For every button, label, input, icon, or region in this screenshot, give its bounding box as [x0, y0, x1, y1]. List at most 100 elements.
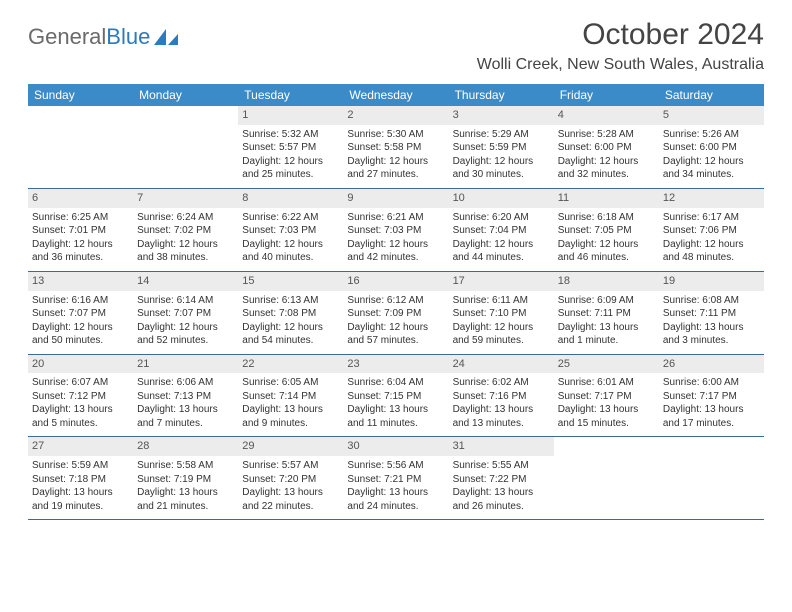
day-cell: 9Sunrise: 6:21 AMSunset: 7:03 PMDaylight… — [343, 189, 448, 271]
sunset-text: Sunset: 7:05 PM — [558, 224, 655, 238]
sunrise-text: Sunrise: 6:12 AM — [347, 294, 444, 308]
daylight-text: and 24 minutes. — [347, 500, 444, 514]
sunrise-text: Sunrise: 5:26 AM — [663, 128, 760, 142]
sunrise-text: Sunrise: 5:30 AM — [347, 128, 444, 142]
daylight-text: and 57 minutes. — [347, 334, 444, 348]
weekday-header: Monday — [133, 84, 238, 106]
day-number: 20 — [28, 355, 133, 374]
calendar-page: GeneralBlue October 2024 Wolli Creek, Ne… — [0, 0, 792, 538]
daylight-text: Daylight: 13 hours — [558, 403, 655, 417]
weekday-header: Saturday — [659, 84, 764, 106]
daylight-text: Daylight: 12 hours — [347, 155, 444, 169]
sunrise-text: Sunrise: 6:08 AM — [663, 294, 760, 308]
day-number: 11 — [554, 189, 659, 208]
sunset-text: Sunset: 7:16 PM — [453, 390, 550, 404]
day-cell: 24Sunrise: 6:02 AMSunset: 7:16 PMDayligh… — [449, 355, 554, 437]
week-row: 13Sunrise: 6:16 AMSunset: 7:07 PMDayligh… — [28, 272, 764, 355]
sunrise-text: Sunrise: 6:07 AM — [32, 376, 129, 390]
day-number: 14 — [133, 272, 238, 291]
day-number: 21 — [133, 355, 238, 374]
day-cell: 28Sunrise: 5:58 AMSunset: 7:19 PMDayligh… — [133, 437, 238, 519]
sunset-text: Sunset: 7:04 PM — [453, 224, 550, 238]
day-cell: 18Sunrise: 6:09 AMSunset: 7:11 PMDayligh… — [554, 272, 659, 354]
sunrise-text: Sunrise: 6:04 AM — [347, 376, 444, 390]
day-number: 27 — [28, 437, 133, 456]
day-number: 23 — [343, 355, 448, 374]
day-number: 4 — [554, 106, 659, 125]
week-row: 20Sunrise: 6:07 AMSunset: 7:12 PMDayligh… — [28, 355, 764, 438]
day-cell: 5Sunrise: 5:26 AMSunset: 6:00 PMDaylight… — [659, 106, 764, 188]
sunset-text: Sunset: 7:01 PM — [32, 224, 129, 238]
daylight-text: Daylight: 12 hours — [242, 321, 339, 335]
daylight-text: Daylight: 13 hours — [453, 403, 550, 417]
sunrise-text: Sunrise: 6:20 AM — [453, 211, 550, 225]
day-number: 31 — [449, 437, 554, 456]
sunrise-text: Sunrise: 6:06 AM — [137, 376, 234, 390]
sunset-text: Sunset: 7:15 PM — [347, 390, 444, 404]
daylight-text: Daylight: 12 hours — [242, 155, 339, 169]
day-cell: 29Sunrise: 5:57 AMSunset: 7:20 PMDayligh… — [238, 437, 343, 519]
daylight-text: Daylight: 13 hours — [453, 486, 550, 500]
daylight-text: Daylight: 13 hours — [663, 403, 760, 417]
daylight-text: Daylight: 12 hours — [558, 155, 655, 169]
sunrise-text: Sunrise: 6:21 AM — [347, 211, 444, 225]
day-number: 18 — [554, 272, 659, 291]
day-number: 19 — [659, 272, 764, 291]
weekday-header: Sunday — [28, 84, 133, 106]
day-cell: 30Sunrise: 5:56 AMSunset: 7:21 PMDayligh… — [343, 437, 448, 519]
sunset-text: Sunset: 7:21 PM — [347, 473, 444, 487]
day-number: 17 — [449, 272, 554, 291]
sunset-text: Sunset: 7:14 PM — [242, 390, 339, 404]
day-number: 16 — [343, 272, 448, 291]
logo-sail-icon — [152, 27, 180, 47]
sunset-text: Sunset: 7:03 PM — [347, 224, 444, 238]
sunset-text: Sunset: 7:08 PM — [242, 307, 339, 321]
sunrise-text: Sunrise: 6:02 AM — [453, 376, 550, 390]
sunrise-text: Sunrise: 6:24 AM — [137, 211, 234, 225]
daylight-text: and 42 minutes. — [347, 251, 444, 265]
sunrise-text: Sunrise: 5:29 AM — [453, 128, 550, 142]
sunrise-text: Sunrise: 5:32 AM — [242, 128, 339, 142]
day-cell: 27Sunrise: 5:59 AMSunset: 7:18 PMDayligh… — [28, 437, 133, 519]
daylight-text: Daylight: 13 hours — [137, 486, 234, 500]
daylight-text: Daylight: 13 hours — [347, 486, 444, 500]
daylight-text: and 36 minutes. — [32, 251, 129, 265]
weeks-container: 1Sunrise: 5:32 AMSunset: 5:57 PMDaylight… — [28, 106, 764, 520]
daylight-text: Daylight: 13 hours — [242, 486, 339, 500]
weekday-header-row: SundayMondayTuesdayWednesdayThursdayFrid… — [28, 84, 764, 106]
day-cell-empty — [554, 437, 659, 519]
daylight-text: and 7 minutes. — [137, 417, 234, 431]
day-number: 2 — [343, 106, 448, 125]
day-cell: 10Sunrise: 6:20 AMSunset: 7:04 PMDayligh… — [449, 189, 554, 271]
sunset-text: Sunset: 7:11 PM — [558, 307, 655, 321]
daylight-text: Daylight: 12 hours — [347, 238, 444, 252]
sunset-text: Sunset: 7:07 PM — [32, 307, 129, 321]
day-cell: 14Sunrise: 6:14 AMSunset: 7:07 PMDayligh… — [133, 272, 238, 354]
location-label: Wolli Creek, New South Wales, Australia — [477, 56, 764, 74]
day-number: 10 — [449, 189, 554, 208]
day-number: 1 — [238, 106, 343, 125]
sunrise-text: Sunrise: 6:18 AM — [558, 211, 655, 225]
daylight-text: Daylight: 13 hours — [32, 403, 129, 417]
sunset-text: Sunset: 7:06 PM — [663, 224, 760, 238]
daylight-text: and 3 minutes. — [663, 334, 760, 348]
daylight-text: and 34 minutes. — [663, 168, 760, 182]
day-cell: 23Sunrise: 6:04 AMSunset: 7:15 PMDayligh… — [343, 355, 448, 437]
daylight-text: Daylight: 12 hours — [663, 155, 760, 169]
logo: GeneralBlue — [28, 24, 180, 50]
sunset-text: Sunset: 7:20 PM — [242, 473, 339, 487]
day-number: 15 — [238, 272, 343, 291]
day-number: 30 — [343, 437, 448, 456]
sunrise-text: Sunrise: 5:57 AM — [242, 459, 339, 473]
sunset-text: Sunset: 7:03 PM — [242, 224, 339, 238]
daylight-text: and 21 minutes. — [137, 500, 234, 514]
sunrise-text: Sunrise: 6:13 AM — [242, 294, 339, 308]
sunset-text: Sunset: 7:10 PM — [453, 307, 550, 321]
day-cell: 8Sunrise: 6:22 AMSunset: 7:03 PMDaylight… — [238, 189, 343, 271]
sunset-text: Sunset: 5:59 PM — [453, 141, 550, 155]
daylight-text: and 44 minutes. — [453, 251, 550, 265]
day-number: 12 — [659, 189, 764, 208]
day-number: 28 — [133, 437, 238, 456]
day-number: 8 — [238, 189, 343, 208]
week-row: 1Sunrise: 5:32 AMSunset: 5:57 PMDaylight… — [28, 106, 764, 189]
